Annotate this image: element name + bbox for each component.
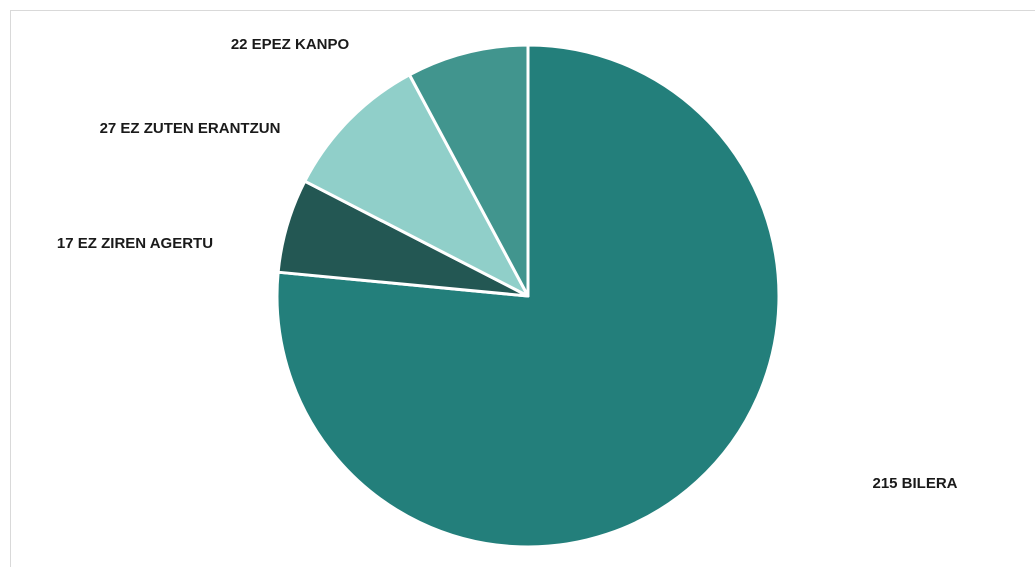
pie-slice xyxy=(303,73,530,298)
data-label: 215 BILERA xyxy=(872,475,957,492)
data-label: 22 EPEZ KANPO xyxy=(231,36,350,53)
pie-slice xyxy=(407,43,530,298)
data-label: 17 EZ ZIREN AGERTU xyxy=(57,235,213,252)
data-label: 27 EZ ZUTEN ERANTZUN xyxy=(100,120,281,137)
